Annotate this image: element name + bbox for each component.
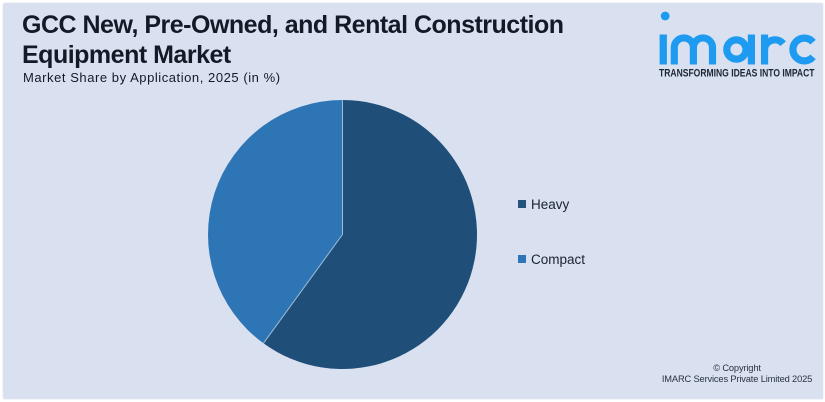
svg-text:TRANSFORMING IDEAS INTO IMPACT: TRANSFORMING IDEAS INTO IMPACT [659,68,815,80]
